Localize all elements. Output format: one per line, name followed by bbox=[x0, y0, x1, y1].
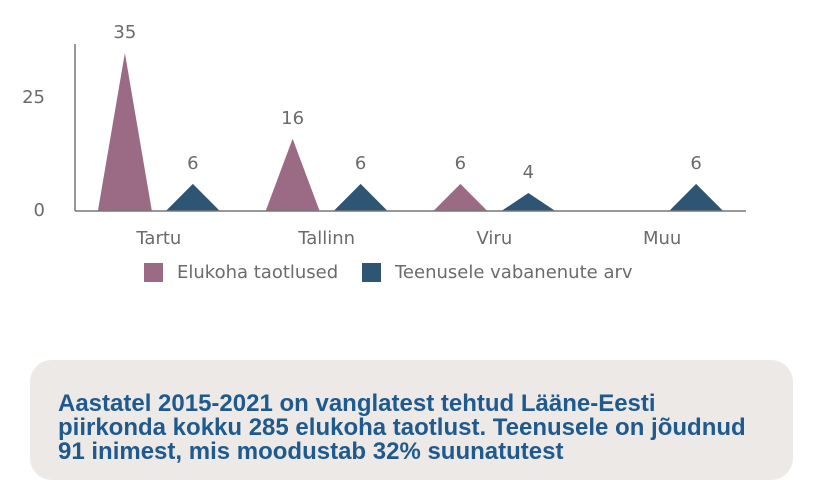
callout-box: Aastatel 2015-2021 on vanglatest tehtud … bbox=[30, 360, 793, 480]
x-tick-label: Muu bbox=[643, 228, 681, 249]
data-label: 6 bbox=[690, 153, 701, 174]
data-label: 16 bbox=[281, 108, 304, 129]
y-tick-label: 0 bbox=[34, 200, 45, 221]
chart: 0 25 Tartu 35 6 Tallinn 16 6 Viru 6 4 Muu 6 Elukoha t… bbox=[22, 22, 746, 283]
page: 0 25 Tartu 35 6 Tallinn 16 6 Viru 6 4 Muu 6 Elukoha t… bbox=[22, 22, 793, 480]
data-label: 4 bbox=[523, 162, 534, 183]
legend-label: Teenusele vabanenute arv bbox=[394, 262, 633, 283]
legend-label: Elukoha taotlused bbox=[177, 262, 338, 283]
x-tick-label: Tallinn bbox=[297, 228, 355, 249]
data-label: 6 bbox=[187, 153, 198, 174]
triangle-bar bbox=[433, 183, 488, 211]
triangle-bar bbox=[265, 138, 320, 211]
triangle-bar bbox=[97, 53, 152, 212]
legend-swatch bbox=[362, 263, 381, 282]
data-label: 6 bbox=[355, 153, 366, 174]
callout-text: Aastatel 2015-2021 on vanglatest tehtud … bbox=[58, 390, 746, 465]
data-label: 35 bbox=[113, 22, 136, 43]
triangle-bar bbox=[501, 192, 556, 211]
x-tick-label: Tartu bbox=[135, 228, 181, 249]
y-tick-label: 25 bbox=[22, 87, 45, 108]
legend-swatch bbox=[144, 263, 163, 282]
data-label: 6 bbox=[455, 153, 466, 174]
triangle-bar bbox=[333, 183, 388, 211]
triangle-bar bbox=[165, 183, 220, 211]
triangle-bar bbox=[669, 183, 724, 211]
x-tick-label: Viru bbox=[477, 228, 513, 249]
